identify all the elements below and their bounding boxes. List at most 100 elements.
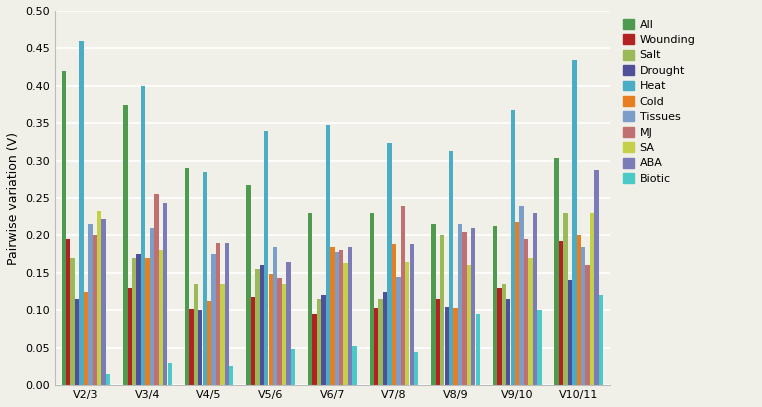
Bar <box>585 265 590 385</box>
Bar <box>444 306 449 385</box>
Bar <box>524 239 528 385</box>
Bar <box>184 168 189 385</box>
Bar <box>555 158 559 385</box>
Bar <box>127 288 132 385</box>
Bar <box>322 295 325 385</box>
Bar <box>344 263 347 385</box>
Bar <box>211 254 216 385</box>
Bar <box>577 236 581 385</box>
Bar <box>189 309 194 385</box>
Bar <box>401 206 405 385</box>
Bar <box>154 194 158 385</box>
Bar <box>150 228 154 385</box>
Bar <box>246 185 251 385</box>
Bar <box>308 213 312 385</box>
Bar <box>409 245 414 385</box>
Bar <box>471 228 475 385</box>
Bar <box>493 226 497 385</box>
Legend: All, Wounding, Salt, Drought, Heat, Cold, Tissues, MJ, SA, ABA, Biotic: All, Wounding, Salt, Drought, Heat, Cold… <box>621 17 698 186</box>
Bar <box>268 274 273 385</box>
Bar <box>501 284 506 385</box>
Bar <box>136 254 141 385</box>
Bar <box>498 288 501 385</box>
Bar <box>291 349 295 385</box>
Bar <box>317 299 322 385</box>
Bar <box>449 151 453 385</box>
Bar <box>475 314 480 385</box>
Bar <box>225 243 229 385</box>
Bar <box>203 172 207 385</box>
Bar <box>537 311 542 385</box>
Bar <box>101 219 106 385</box>
Bar <box>436 299 440 385</box>
Bar <box>466 265 471 385</box>
Bar <box>599 295 604 385</box>
Bar <box>533 213 537 385</box>
Bar <box>506 299 511 385</box>
Bar <box>590 213 594 385</box>
Bar <box>66 239 70 385</box>
Bar <box>97 211 101 385</box>
Bar <box>287 262 290 385</box>
Bar <box>520 206 523 385</box>
Bar <box>132 258 136 385</box>
Bar <box>282 284 287 385</box>
Bar <box>198 311 203 385</box>
Bar <box>352 346 357 385</box>
Bar <box>163 204 168 385</box>
Bar <box>453 308 458 385</box>
Bar <box>563 213 568 385</box>
Bar <box>264 131 268 385</box>
Bar <box>277 278 282 385</box>
Bar <box>62 71 66 385</box>
Bar <box>93 236 97 385</box>
Bar <box>528 258 533 385</box>
Bar <box>106 374 110 385</box>
Bar <box>383 292 387 385</box>
Bar <box>79 41 84 385</box>
Bar <box>405 262 409 385</box>
Bar <box>207 301 211 385</box>
Bar <box>374 308 379 385</box>
Bar <box>251 297 255 385</box>
Bar <box>414 352 418 385</box>
Bar <box>88 224 92 385</box>
Bar <box>141 86 146 385</box>
Bar <box>273 247 277 385</box>
Bar <box>568 280 572 385</box>
Bar <box>158 250 163 385</box>
Bar <box>216 243 220 385</box>
Bar <box>168 363 172 385</box>
Bar <box>123 105 127 385</box>
Bar <box>330 247 335 385</box>
Bar <box>463 232 466 385</box>
Bar <box>75 299 79 385</box>
Bar <box>335 252 339 385</box>
Bar <box>379 299 383 385</box>
Bar <box>325 125 330 385</box>
Bar <box>440 236 444 385</box>
Bar <box>229 366 233 385</box>
Bar <box>370 213 374 385</box>
Bar <box>260 265 264 385</box>
Y-axis label: Pairwise variation (V): Pairwise variation (V) <box>7 131 20 265</box>
Bar <box>572 59 577 385</box>
Bar <box>458 224 463 385</box>
Bar <box>431 224 436 385</box>
Bar <box>312 314 317 385</box>
Bar <box>220 284 225 385</box>
Bar <box>511 110 515 385</box>
Bar <box>515 222 520 385</box>
Bar <box>84 292 88 385</box>
Bar <box>594 170 599 385</box>
Bar <box>348 247 352 385</box>
Bar <box>255 269 260 385</box>
Bar <box>146 258 149 385</box>
Bar <box>392 245 396 385</box>
Bar <box>396 277 401 385</box>
Bar <box>70 258 75 385</box>
Bar <box>581 247 585 385</box>
Bar <box>559 241 563 385</box>
Bar <box>387 143 392 385</box>
Bar <box>339 250 344 385</box>
